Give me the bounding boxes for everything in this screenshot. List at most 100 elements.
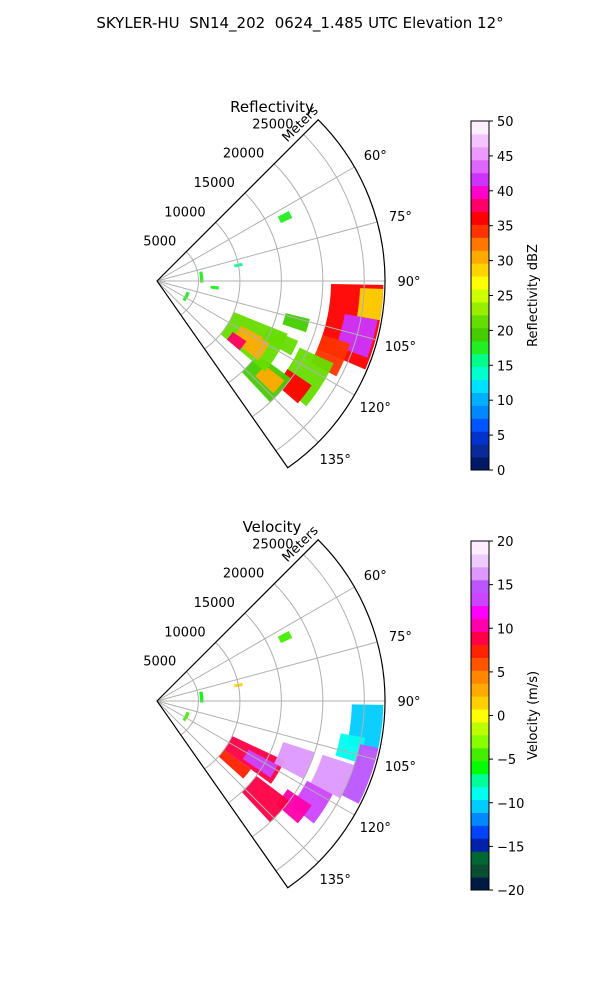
velocity-grid-spoke bbox=[156, 586, 355, 702]
velocity-colorbar-segment bbox=[471, 553, 489, 568]
reflectivity-grid-spoke bbox=[156, 166, 355, 282]
velocity-colorbar-segment bbox=[471, 747, 489, 762]
reflectivity-colorbar-segment bbox=[471, 301, 489, 316]
velocity-colorbar-segment bbox=[471, 825, 489, 839]
reflectivity-colorbar-segment bbox=[471, 211, 489, 225]
reflectivity-colorbar-label: Reflectivity dBZ bbox=[526, 244, 541, 347]
velocity-grid-ring bbox=[275, 554, 365, 872]
velocity-echo-region bbox=[274, 741, 315, 779]
reflectivity-grid-spoke bbox=[156, 280, 355, 396]
velocity-colorbar-segment bbox=[471, 773, 489, 788]
reflectivity-colorbar-tick-label: 10 bbox=[497, 394, 514, 409]
reflectivity-colorbar-segment bbox=[471, 276, 489, 290]
velocity-panel: 500010000150002000025000Meters60°75°90°1… bbox=[143, 518, 541, 899]
velocity-colorbar-segment bbox=[471, 877, 489, 891]
reflectivity-theta-tick-label: 90° bbox=[397, 275, 420, 290]
reflectivity-colorbar-segment bbox=[471, 314, 489, 329]
velocity-radial-tick-label: 10000 bbox=[164, 625, 205, 640]
velocity-colorbar-segment bbox=[471, 541, 489, 555]
reflectivity-title: Reflectivity bbox=[230, 98, 314, 116]
reflectivity-colorbar-tick-label: 50 bbox=[497, 115, 514, 130]
velocity-colorbar-segment bbox=[471, 734, 489, 749]
reflectivity-colorbar-segment bbox=[471, 263, 489, 277]
velocity-colorbar-tick-label: −10 bbox=[497, 797, 524, 812]
reflectivity-colorbar-segment bbox=[471, 198, 489, 212]
velocity-colorbar-tick-label: 20 bbox=[497, 535, 514, 550]
velocity-colorbar-segment bbox=[471, 631, 489, 645]
velocity-colorbar-segment bbox=[471, 592, 489, 607]
velocity-theta-tick-label: 75° bbox=[389, 630, 412, 645]
reflectivity-theta-tick-label: 60° bbox=[364, 149, 387, 164]
reflectivity-colorbar-segment bbox=[471, 327, 489, 342]
reflectivity-colorbar-segment bbox=[471, 224, 489, 238]
velocity-echo-region bbox=[241, 775, 290, 823]
velocity-colorbar-tick-label: 5 bbox=[497, 666, 505, 681]
reflectivity-colorbar-segment bbox=[471, 431, 489, 445]
velocity-colorbar-segment bbox=[471, 838, 489, 852]
reflectivity-echo-region bbox=[210, 285, 219, 290]
velocity-grid-ring bbox=[204, 642, 241, 770]
velocity-colorbar-segment bbox=[471, 760, 489, 775]
reflectivity-grid-ring bbox=[251, 163, 324, 418]
reflectivity-colorbar-tick-label: 35 bbox=[497, 220, 514, 235]
velocity-echo-region bbox=[310, 754, 355, 799]
velocity-grid-spoke bbox=[156, 700, 319, 863]
velocity-radial-tick-label: 5000 bbox=[143, 655, 176, 670]
reflectivity-theta-tick-label: 75° bbox=[389, 210, 412, 225]
reflectivity-echo-region bbox=[226, 331, 247, 351]
velocity-echo-region bbox=[242, 749, 278, 778]
reflectivity-echo-region bbox=[182, 291, 190, 302]
reflectivity-colorbar-tick-label: 0 bbox=[497, 464, 505, 479]
velocity-title: Velocity bbox=[243, 518, 302, 536]
velocity-frame bbox=[156, 538, 386, 889]
reflectivity-radial-tick-label: 20000 bbox=[223, 147, 264, 162]
velocity-echo-region bbox=[182, 711, 190, 722]
reflectivity-panel: 500010000150002000025000Meters60°75°90°1… bbox=[143, 98, 541, 479]
velocity-theta-tick-label: 135° bbox=[320, 873, 351, 888]
velocity-colorbar-tick-label: −15 bbox=[497, 840, 524, 855]
reflectivity-colorbar-tick-label: 40 bbox=[497, 185, 514, 200]
reflectivity-colorbar-segment bbox=[471, 237, 489, 251]
velocity-grid-spoke bbox=[156, 641, 378, 702]
reflectivity-radial-tick-label: 15000 bbox=[194, 176, 235, 191]
reflectivity-colorbar-tick-label: 5 bbox=[497, 429, 505, 444]
reflectivity-grid-spoke bbox=[156, 280, 319, 443]
velocity-grid-spoke bbox=[156, 700, 355, 816]
velocity-grid-ring bbox=[180, 671, 199, 736]
velocity-echo-region bbox=[199, 691, 204, 703]
reflectivity-echo-region bbox=[282, 313, 310, 333]
velocity-colorbar-segment bbox=[471, 864, 489, 878]
reflectivity-frame bbox=[156, 118, 386, 469]
velocity-colorbar-segment bbox=[471, 670, 489, 684]
reflectivity-grid-spoke bbox=[156, 221, 378, 282]
reflectivity-grid-ring bbox=[180, 251, 199, 316]
reflectivity-colorbar-segment bbox=[471, 250, 489, 264]
reflectivity-theta-tick-label: 135° bbox=[320, 453, 351, 468]
velocity-colorbar-segment bbox=[471, 644, 489, 658]
velocity-colorbar-segment bbox=[471, 786, 489, 801]
reflectivity-colorbar-segment bbox=[471, 418, 489, 432]
reflectivity-theta-tick-label: 105° bbox=[385, 340, 416, 355]
reflectivity-colorbar-segment bbox=[471, 405, 489, 419]
velocity-radial-tick-label: 25000 bbox=[252, 537, 293, 552]
reflectivity-colorbar-segment bbox=[471, 146, 489, 161]
velocity-theta-tick-label: 120° bbox=[360, 821, 391, 836]
velocity-grid-ring bbox=[228, 612, 282, 804]
velocity-echo-region bbox=[341, 744, 379, 804]
reflectivity-colorbar-segment bbox=[471, 159, 489, 174]
reflectivity-colorbar-tick-label: 20 bbox=[497, 324, 514, 339]
velocity-colorbar-segment bbox=[471, 618, 489, 632]
velocity-colorbar-segment bbox=[471, 566, 489, 581]
velocity-colorbar-segment bbox=[471, 709, 489, 723]
velocity-grid-spoke bbox=[156, 700, 378, 761]
velocity-colorbar-label: Velocity (m/s) bbox=[526, 671, 541, 760]
reflectivity-colorbar-segment bbox=[471, 379, 489, 393]
reflectivity-radial-tick-label: 5000 bbox=[143, 235, 176, 250]
reflectivity-colorbar-segment bbox=[471, 289, 489, 303]
velocity-radial-tick-label: 20000 bbox=[223, 567, 264, 582]
reflectivity-colorbar-segment bbox=[471, 133, 489, 148]
reflectivity-colorbar-tick-label: 15 bbox=[497, 359, 514, 374]
velocity-grid-ring bbox=[251, 583, 324, 838]
velocity-colorbar-segment bbox=[471, 657, 489, 671]
